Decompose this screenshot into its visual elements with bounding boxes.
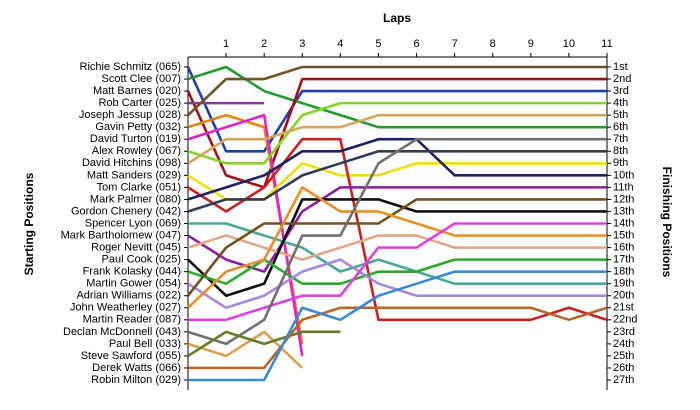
legend-label: Martin Gower (054): [86, 278, 181, 290]
series-line: [187, 65, 607, 117]
series-line: [188, 222, 607, 285]
series-line: [187, 101, 607, 165]
series-line: [188, 270, 607, 382]
legend-label: Tom Clarke (051): [97, 181, 181, 193]
x-tick-label: 9: [528, 38, 534, 50]
x-tick-label: 7: [452, 38, 458, 50]
legend-label: Roger Nevitt (045): [91, 241, 181, 253]
legend-label: Derek Watts (066): [92, 362, 181, 374]
legend-label: Martin Reader (087): [83, 314, 181, 326]
y2-tick-label: 8th: [613, 145, 628, 157]
y2-tick-label: 17th: [613, 254, 634, 266]
legend-label: Alex Rowley (067): [92, 145, 181, 157]
chart-title: Laps: [383, 11, 411, 25]
y2-tick-label: 7th: [613, 133, 628, 145]
legend-label: John Weatherley (027): [70, 302, 181, 314]
legend-label: Adrian Williams (022): [76, 290, 181, 302]
y2-tick-label: 19th: [613, 278, 634, 290]
x-tick-label: 10: [563, 38, 575, 50]
series-line: [187, 258, 607, 285]
y2-tick-label: 20th: [613, 290, 634, 302]
legend-label: Richie Schmitz (065): [80, 61, 181, 73]
legend-label: Robin Milton (029): [91, 374, 181, 386]
x-tick-label: 6: [413, 38, 419, 50]
y2-tick-label: 15th: [613, 229, 634, 241]
y2-tick-label: 6th: [613, 121, 628, 133]
y2-tick-label: 13th: [613, 205, 634, 217]
series-line: [186, 77, 607, 189]
series-line: [187, 330, 304, 369]
y2-tick-label: 12th: [613, 193, 634, 205]
legend-label: Declan McDonnell (043): [63, 326, 181, 338]
legend-label: Steve Sawford (055): [81, 350, 181, 362]
series-line: [188, 222, 607, 322]
x-tick-label: 4: [337, 38, 343, 50]
legend-label: Spencer Lyon (069): [85, 217, 181, 229]
y2-tick-label: 4th: [613, 97, 628, 109]
series-line: [187, 113, 304, 357]
x-tick-label: 5: [375, 38, 381, 50]
legend-label: Gavin Petty (032): [95, 121, 181, 133]
y2-axis-title: Finishing Positions: [660, 167, 674, 278]
y2-tick-label: 26th: [613, 362, 634, 374]
y2-tick-label: 10th: [613, 169, 634, 181]
y2-tick-label: 11th: [613, 181, 634, 193]
x-tick-label: 3: [299, 38, 305, 50]
series-line: [188, 306, 608, 370]
y2-tick-label: 16th: [613, 241, 634, 253]
series-line: [187, 186, 607, 273]
series-line: [187, 186, 607, 309]
series-line: [187, 162, 607, 201]
y2-tick-label: 27th: [613, 374, 634, 386]
series-line: [187, 137, 607, 346]
legend-label: Mark Bartholomew (047): [61, 229, 181, 241]
y2-tick-label: 23rd: [613, 326, 635, 338]
y2-tick-label: 5th: [613, 109, 628, 121]
legend-label: Gordon Chenery (042): [71, 205, 181, 217]
series-line: [187, 198, 607, 298]
series-line: [187, 234, 607, 261]
series-line: [187, 113, 607, 165]
series-line: [187, 149, 607, 213]
legend-label: David Turton (019): [90, 133, 181, 145]
legend-label: Scott Clee (007): [102, 73, 181, 85]
series-line: [187, 137, 607, 201]
y2-tick-label: 21st: [613, 302, 634, 314]
series-line: [187, 137, 608, 322]
legend-label: Matt Barnes (020): [93, 85, 181, 97]
y2-tick-label: 24th: [613, 338, 634, 350]
y2-tick-label: 14th: [613, 217, 634, 229]
legend-label: Frank Kolasky (044): [83, 266, 181, 278]
legend-label: Joseph Jessup (028): [79, 109, 181, 121]
x-tick-label: 2: [261, 38, 267, 50]
legend-label: Paul Cook (025): [102, 254, 182, 266]
x-tick-label: 1: [223, 38, 229, 50]
y2-tick-label: 9th: [613, 157, 628, 169]
y2-tick-label: 22nd: [613, 314, 637, 326]
y2-tick-label: 2nd: [613, 73, 631, 85]
series-line: [186, 66, 607, 153]
legend-label: Mark Palmer (080): [90, 193, 181, 205]
y2-tick-label: 18th: [613, 266, 634, 278]
y-axis-title: Starting Positions: [22, 172, 36, 275]
y2-tick-label: 3rd: [613, 85, 629, 97]
x-tick-label: 11: [601, 38, 612, 50]
y2-tick-label: 1st: [613, 61, 628, 73]
legend-label: Paul Bell (033): [109, 338, 181, 350]
series-line: [187, 65, 607, 129]
y2-tick-label: 25th: [613, 350, 634, 362]
legend-label: Rob Carter (025): [98, 97, 181, 109]
legend-label: David Hitchins (098): [82, 157, 181, 169]
series-line: [186, 198, 607, 297]
x-tick-label: 8: [490, 38, 496, 50]
legend-label: Matt Sanders (029): [87, 169, 181, 181]
series-line: [187, 330, 341, 358]
